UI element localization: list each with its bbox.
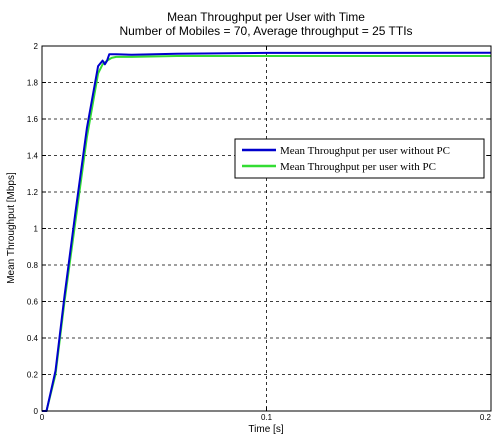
legend-label-without-pc: Mean Throughput per user without PC <box>280 145 450 157</box>
legend: Mean Throughput per user without PC Mean… <box>234 138 485 179</box>
y-tick-label: 1.8 <box>27 79 39 88</box>
legend-label-with-pc: Mean Throughput per user with PC <box>280 161 436 173</box>
y-tick-label: 2 <box>34 42 39 51</box>
y-tick-label: 1.6 <box>27 115 39 124</box>
chart-title: Mean Throughput per User with Time <box>167 10 365 24</box>
y-tick-label: 0.2 <box>27 371 39 380</box>
y-tick-label: 0.8 <box>27 261 39 270</box>
x-axis-label: Time [s] <box>248 424 283 435</box>
chart-subtitle: Number of Mobiles = 70, Average throughp… <box>119 24 412 38</box>
y-tick-label: 0 <box>34 407 39 416</box>
y-tick-label: 1 <box>34 225 39 234</box>
y-tick-label: 0.4 <box>27 334 39 343</box>
data-series <box>42 51 492 412</box>
y-tick-label: 1.4 <box>27 152 39 161</box>
x-tick-label: 0 <box>40 413 45 422</box>
y-axis-label: Mean Throughput [Mbps] <box>6 172 17 284</box>
x-tick-label: 0.2 <box>480 413 492 422</box>
y-tick-label: 1.2 <box>27 188 39 197</box>
series-line-without-pc <box>42 51 492 412</box>
x-tick-label: 0.1 <box>261 413 273 422</box>
legend-box <box>234 138 485 179</box>
y-tick-label: 0.6 <box>27 298 39 307</box>
plot-frame <box>41 45 492 412</box>
